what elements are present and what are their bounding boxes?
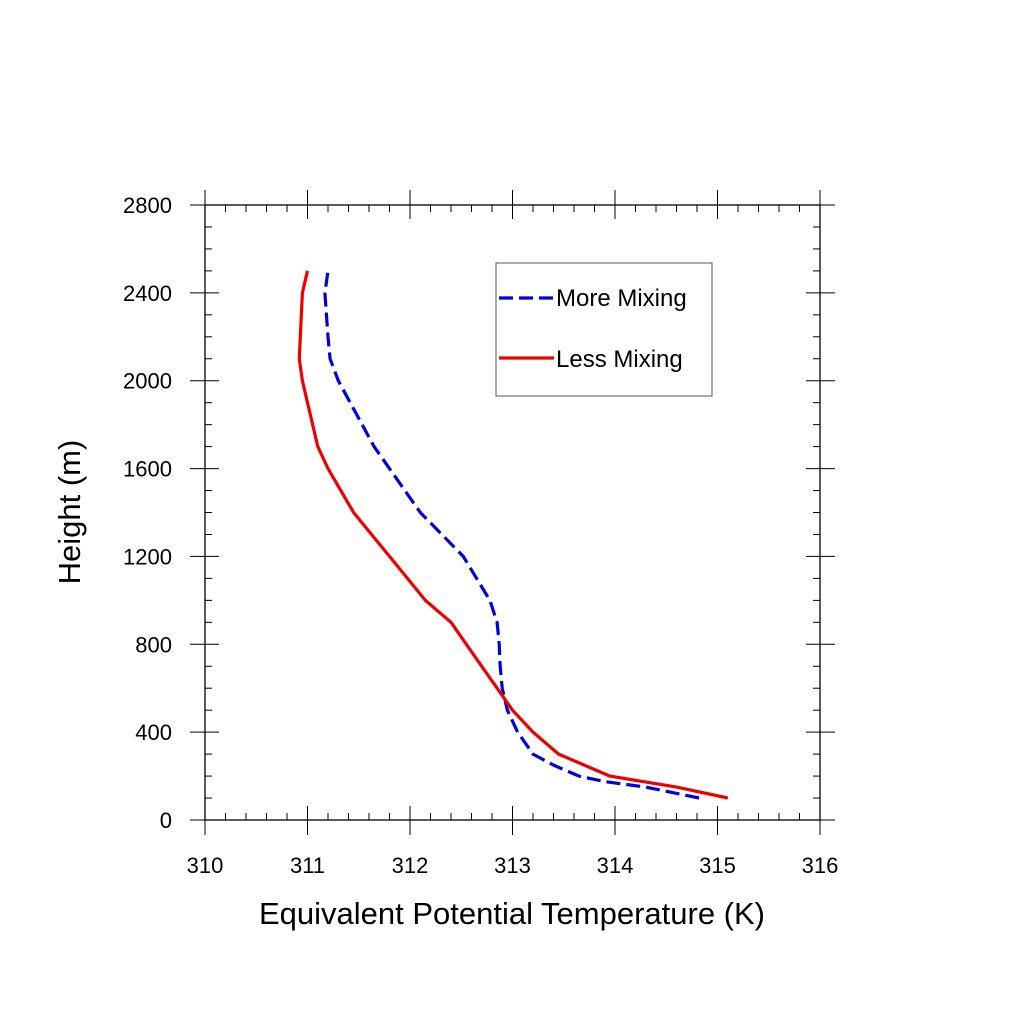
- y-tick-label: 2400: [123, 281, 172, 306]
- series-line-more-mixing: [323, 270, 700, 800]
- series-layer: [297, 270, 729, 800]
- y-tick-label: 2000: [123, 369, 172, 394]
- x-tick-label: 316: [802, 853, 839, 878]
- tick-labels: 310 311 312 313 314 315 316 0 400 800 1200 1600 2000…: [123, 193, 838, 878]
- legend-label-less-mixing: Less Mixing: [556, 346, 683, 373]
- x-tick-label: 314: [597, 853, 634, 878]
- series-line-less-mixing: [297, 270, 729, 800]
- legend-label-more-mixing: More Mixing: [556, 285, 687, 312]
- legend: More Mixing Less Mixing: [495, 262, 713, 397]
- y-tick-label: 400: [135, 720, 172, 745]
- x-tick-label: 312: [392, 853, 429, 878]
- y-tick-label: 0: [160, 808, 172, 833]
- x-axis-title: Equivalent Potential Temperature (K): [259, 896, 765, 931]
- axis-ticks: [190, 190, 835, 835]
- x-tick-label: 313: [494, 853, 531, 878]
- y-tick-label: 2800: [123, 193, 172, 218]
- x-tick-label: 311: [290, 853, 325, 878]
- x-tick-label: 310: [187, 853, 224, 878]
- y-tick-label: 1600: [123, 457, 172, 482]
- legend-box: [495, 262, 713, 397]
- y-axis-title: Height (m): [52, 440, 87, 585]
- x-tick-label: 315: [699, 853, 736, 878]
- y-tick-label: 1200: [123, 544, 172, 569]
- y-tick-label: 800: [135, 632, 172, 657]
